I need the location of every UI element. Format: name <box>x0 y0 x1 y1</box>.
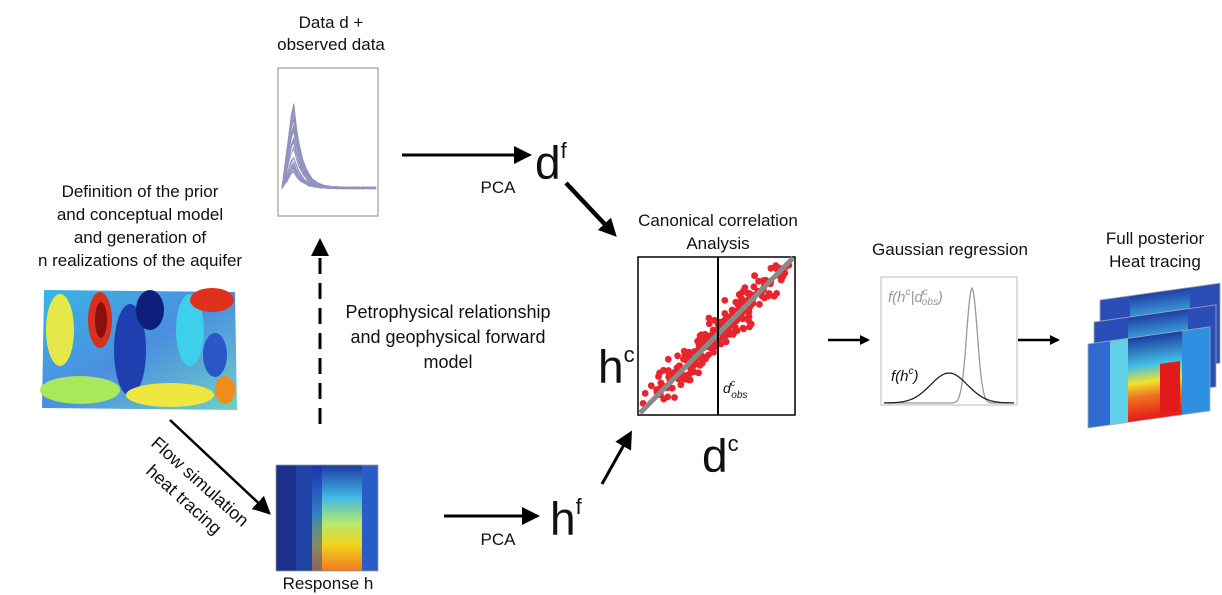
data-title-line1: Data d + <box>298 13 364 32</box>
dc-symbol: dc <box>702 429 739 482</box>
prior-realization-image <box>40 288 237 410</box>
flow-simulation-label: Flow simulation heat tracing <box>142 433 252 539</box>
scatter-point <box>764 292 772 300</box>
hc-symbol: hc <box>598 340 635 393</box>
df-symbol: df <box>535 136 567 189</box>
pca-top-label: PCA <box>480 178 516 197</box>
scatter-point <box>739 315 747 323</box>
cca-scatter-plot <box>637 256 796 416</box>
posterior-fn-label: f(hc|dc obs) <box>888 287 943 308</box>
scatter-point <box>756 300 763 308</box>
prior-line4: n realizations of the aquifer <box>37 251 243 270</box>
cca-title-label: Canonical correlation Analysis <box>608 209 828 255</box>
pca-bottom-label: PCA <box>480 530 516 549</box>
prior-line2: and conceptual model <box>56 205 224 224</box>
posterior-line1: Full posterior <box>1105 229 1205 248</box>
scatter-point <box>674 352 681 360</box>
scatter-point <box>737 294 745 302</box>
posterior-line2: Heat tracing <box>1109 252 1201 271</box>
scatter-point <box>665 367 672 374</box>
scatter-point <box>722 338 730 346</box>
hf-symbol: hf <box>550 492 582 545</box>
scatter-point <box>641 389 649 397</box>
cca-line1: Canonical correlation <box>638 211 798 230</box>
scatter-point <box>688 365 696 373</box>
scatter-point <box>721 310 729 317</box>
scatter-point <box>773 290 780 297</box>
scatter-point <box>664 355 672 363</box>
scatter-point <box>745 313 753 320</box>
scatter-point <box>705 320 713 328</box>
prior-definition-label: Definition of the prior and conceptual m… <box>0 180 280 272</box>
scatter-point <box>695 369 702 377</box>
scatter-point <box>710 348 717 356</box>
scatter-point <box>750 283 758 291</box>
data-title-line2: observed data <box>277 35 385 54</box>
scatter-point <box>668 384 676 392</box>
cca-line2: Analysis <box>686 234 750 253</box>
scatter-point <box>739 324 747 332</box>
prior-line1: Definition of the prior <box>61 182 219 201</box>
petro-line1: Petrophysical relationship <box>345 302 551 322</box>
scatter-point <box>711 316 718 324</box>
scatter-point <box>705 314 713 322</box>
posterior-label: Full posterior Heat tracing <box>1080 227 1222 273</box>
arrows <box>169 146 1060 525</box>
scatter-point <box>647 382 655 390</box>
petro-line3: model <box>423 352 473 372</box>
dobs-label: dc obs <box>723 378 747 401</box>
scatter-point <box>680 355 687 363</box>
posterior-stack <box>1087 282 1221 429</box>
response-h-label: Response h <box>282 574 374 593</box>
scatter-point <box>671 394 678 401</box>
data-curve <box>281 106 377 190</box>
gaussian-regression-plot <box>880 276 1018 406</box>
scatter-point <box>732 298 740 306</box>
scatter-point <box>728 306 736 314</box>
scatter-point <box>747 320 755 328</box>
gaussian-regression-label: Gaussian regression <box>872 240 1028 259</box>
petro-line2: and geophysical forward <box>350 327 546 347</box>
petrophysical-label: Petrophysical relationship and geophysic… <box>318 300 578 375</box>
scatter-point <box>744 289 751 297</box>
scatter-point <box>751 272 758 280</box>
arrow-hf-to-cca <box>600 430 632 485</box>
scatter-point <box>677 381 685 389</box>
scatter-point <box>759 277 767 284</box>
scatter-point <box>779 273 787 281</box>
response-h-image <box>275 464 379 572</box>
arrow-df-to-cca <box>564 181 617 237</box>
scatter-point <box>721 297 729 304</box>
arrow-prior-to-response <box>169 419 271 515</box>
scatter-point <box>733 327 741 335</box>
prior-fn-label: f(hc) <box>891 366 919 385</box>
data-curves-plot <box>277 67 379 217</box>
svg-text:f(hc): f(hc) <box>891 366 919 385</box>
data-title-label: Data d + observed data <box>246 12 416 56</box>
scatter-point <box>664 393 672 401</box>
scatter-point <box>680 347 688 355</box>
prior-line3: and generation of <box>73 228 207 247</box>
scatter-point <box>767 264 775 272</box>
scatter-point <box>656 369 663 377</box>
scatter-point <box>717 340 725 348</box>
scatter-point <box>696 362 704 369</box>
